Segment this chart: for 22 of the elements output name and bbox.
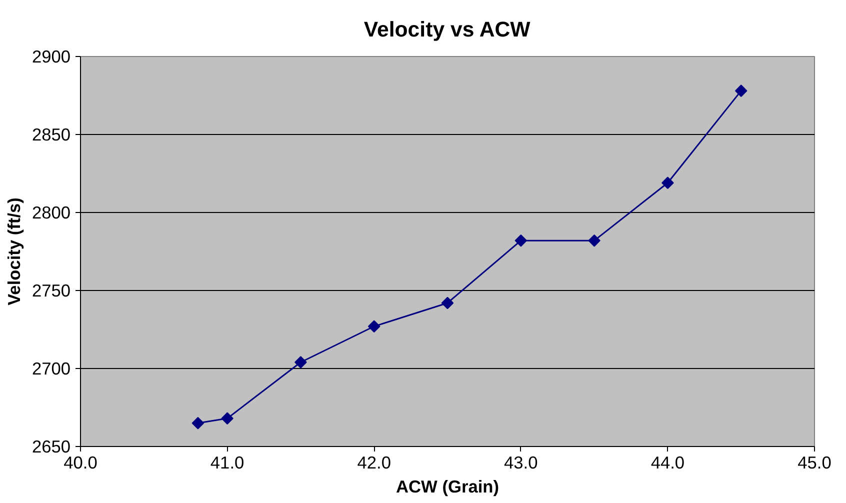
- point: [441, 296, 454, 310]
- x-tick-label: 41.0: [210, 452, 244, 472]
- point: [734, 84, 748, 97]
- chart-title: Velocity vs ACW: [364, 18, 532, 42]
- y-tick-label: 2850: [32, 124, 71, 144]
- y-axis-title: Velocity (ft/s): [4, 198, 24, 306]
- point: [514, 234, 528, 247]
- x-axis-title: ACW (Grain): [396, 476, 499, 496]
- y-tick-label: 2700: [32, 358, 71, 378]
- point: [588, 234, 600, 247]
- y-tick-label: 2800: [32, 202, 71, 222]
- point: [294, 356, 307, 368]
- x-tick-label: 42.0: [357, 452, 391, 472]
- point: [192, 416, 204, 430]
- point: [221, 412, 234, 425]
- point: [662, 176, 674, 190]
- y-tick-label: 2900: [32, 46, 71, 66]
- y-tick-label: 2750: [32, 280, 71, 300]
- x-tick-label: 45.0: [798, 452, 832, 472]
- x-tick-label: 44.0: [650, 452, 685, 472]
- x-tick-label: 43.0: [504, 452, 538, 472]
- point: [368, 320, 380, 333]
